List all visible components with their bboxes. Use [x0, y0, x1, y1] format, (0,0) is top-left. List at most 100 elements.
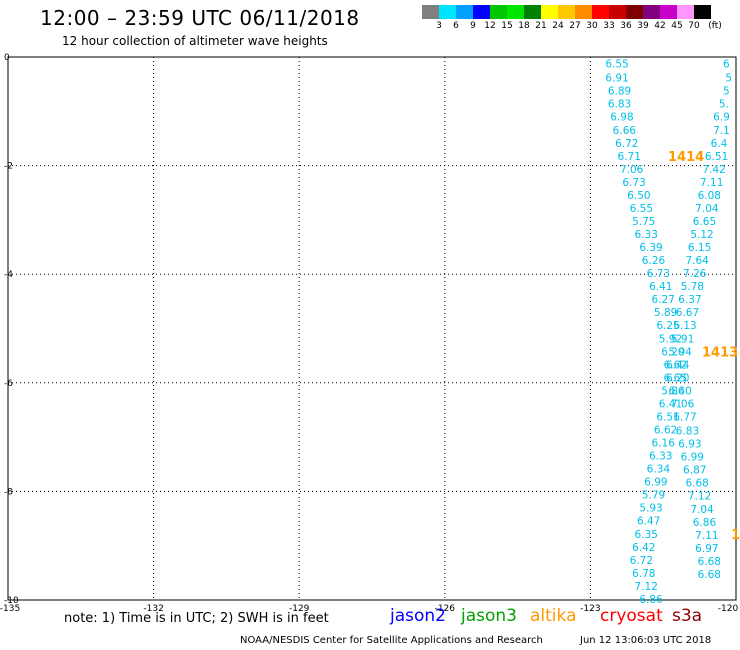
wave-height-value: 7.12: [635, 581, 658, 593]
color-swatch: [541, 5, 558, 19]
wave-height-value: 6.87: [683, 465, 706, 477]
wave-height-value: 6.73: [647, 268, 670, 280]
wave-height-value: 6.27: [652, 294, 675, 306]
wave-height-value: 6.77: [673, 411, 696, 423]
color-swatch: [558, 5, 575, 19]
plot-frame: [7, 56, 737, 601]
wave-height-value: 6.99: [681, 452, 704, 464]
y-tick-label: 0: [4, 53, 10, 63]
wave-height-value: 6.35: [635, 529, 658, 541]
color-swatch: [524, 5, 541, 19]
wave-height-value: 5.91: [671, 333, 694, 345]
y-tick-label: -4: [4, 270, 13, 280]
pass-time-annotation: 1413: [702, 345, 738, 360]
wave-height-value: 6.51: [705, 151, 728, 163]
chart-grid: [7, 56, 737, 601]
chart-marks: 6.556.916.896.836.986.666.726.717.066.73…: [605, 59, 740, 606]
y-tick-label: -8: [4, 487, 13, 497]
satellite-s3a-label: s3a: [672, 606, 703, 626]
color-scale-label: 3: [436, 21, 442, 31]
color-swatch: [694, 5, 711, 19]
wave-height-value: 6.98: [610, 112, 633, 124]
wave-height-value: 6.39: [639, 242, 662, 254]
wave-height-value: 6.68: [698, 556, 721, 568]
x-tick-label: -135: [0, 604, 20, 614]
color-scale-label: 39: [637, 21, 649, 31]
color-swatch: [490, 5, 507, 19]
wave-height-value: 6.4: [711, 138, 728, 150]
color-scale-label: 70: [688, 21, 700, 31]
wave-height-value: 7.11: [700, 177, 723, 189]
pass-time-annotation: 1414: [668, 150, 704, 165]
wave-height-value: 6.72: [615, 138, 638, 150]
color-swatch: [473, 5, 490, 19]
color-scale-label: 30: [586, 21, 598, 31]
generation-timestamp: Jun 12 13:06:03 UTC 2018: [580, 635, 712, 646]
wave-height-value: 5.86: [661, 385, 685, 397]
wave-height-value: 6.97: [695, 543, 718, 555]
wave-height-value: 6.65: [693, 216, 716, 228]
color-swatch: [609, 5, 626, 19]
wave-height-value: 6.16: [652, 438, 676, 450]
color-scale-label: 12: [484, 21, 496, 31]
wave-height-value: 7.06: [671, 398, 695, 410]
wave-height-value: 6.51: [656, 411, 679, 423]
wave-height-value: 6.93: [678, 439, 701, 451]
chart-ticks: -135 -132 -129 -126 -123 -120 0 -2 -4 -6 -8 -10: [0, 53, 738, 614]
color-swatch: [507, 5, 524, 19]
wave-height-value: 6.25: [656, 320, 679, 332]
color-swatch: [422, 5, 439, 19]
color-scale-label: 6: [453, 21, 459, 31]
wave-height-value: 6.55: [630, 203, 653, 215]
color-scale-label: 33: [603, 21, 615, 31]
wave-height-value: 6.20: [661, 346, 684, 358]
color-scale-label: 36: [620, 21, 632, 31]
color-scale-label: 27: [569, 21, 581, 31]
wave-height-value: 6.20: [666, 372, 689, 384]
wave-height-value: 7.42: [702, 164, 725, 176]
wave-height-value: 6.33: [635, 229, 658, 241]
color-scale-label: 15: [501, 21, 513, 31]
color-scale-label: 24: [552, 21, 564, 31]
wave-height-value: 6.42: [632, 542, 655, 554]
wave-height-value: 5.79: [642, 490, 665, 502]
wave-height-value: 6.78: [632, 568, 655, 580]
color-swatch: [456, 5, 473, 19]
wave-height-value: 6.62: [664, 359, 687, 371]
wave-height-value: 6.15: [688, 242, 711, 254]
wave-height-value: 6.86: [639, 594, 663, 606]
color-swatch: [660, 5, 677, 19]
wave-height-value: 5.93: [639, 503, 662, 515]
x-tick-label: -120: [718, 604, 739, 614]
wave-height-value: 6.83: [676, 426, 699, 438]
y-tick-label: -2: [4, 162, 13, 172]
wave-height-value: 7.12: [688, 491, 711, 503]
wave-height-value: 6.68: [685, 478, 708, 490]
wave-height-value: 6.41: [649, 281, 672, 293]
wave-height-value: 6.66: [613, 125, 637, 137]
wave-height-value: 5.78: [681, 281, 704, 293]
wave-height-value: 5.75: [632, 216, 655, 228]
wave-height-value: 7.26: [683, 268, 707, 280]
color-swatch: [439, 5, 456, 19]
wave-height-value: 6.37: [678, 294, 701, 306]
wave-height-value: 6.44: [666, 359, 690, 371]
color-swatch: [643, 5, 660, 19]
color-scale-label: 42: [654, 21, 666, 31]
color-scale-label: 9: [470, 21, 476, 31]
wave-height-value: 6.9: [713, 112, 730, 124]
wave-height-value: 6.08: [698, 190, 721, 202]
wave-height-value: 5.12: [690, 229, 713, 241]
satellite-jason3-label: jason3: [461, 606, 517, 626]
units-note: note: 1) Time is in UTC; 2) SWH is in fe…: [64, 611, 329, 626]
wave-height-value: 7.04: [690, 504, 714, 516]
y-tick-label: -10: [4, 596, 19, 606]
wave-height-value: 7.1: [713, 125, 730, 137]
wave-height-value: 6.47: [637, 516, 660, 528]
x-tick-label: -129: [289, 604, 310, 614]
wave-height-value: 6.50: [627, 190, 650, 202]
wave-height-value: 6.65: [664, 372, 687, 384]
wave-height-value: 6.33: [649, 451, 672, 463]
wave-height-value: 6.67: [676, 307, 699, 319]
